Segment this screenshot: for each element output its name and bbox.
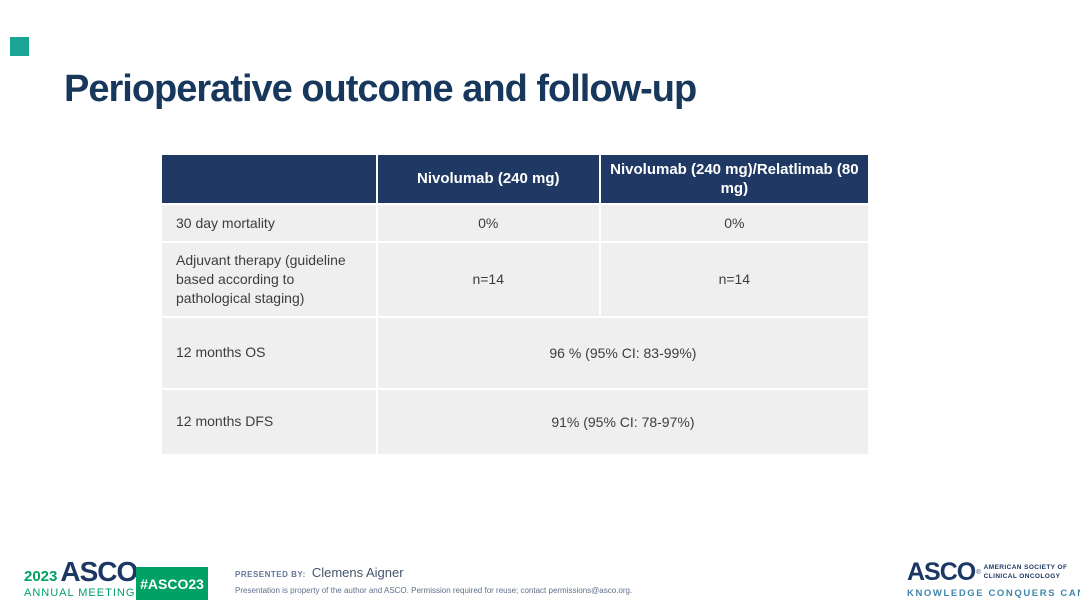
row-label: 30 day mortality [162, 205, 376, 241]
table-row-12-months-os: 12 months OS 96 % (95% CI: 83-99%) [162, 317, 868, 388]
org-full-name-line1: AMERICAN SOCIETY OF [983, 564, 1068, 572]
table-header-empty [162, 155, 376, 203]
asco-tagline: KNOWLEDGE CONQUERS CANCER [907, 588, 1080, 599]
cell-value: n=14 [600, 243, 868, 316]
disclaimer-text: Presentation is property of the author a… [235, 586, 633, 595]
table-row-mortality: 30 day mortality 0% 0% [162, 205, 868, 241]
table-row-12-months-dfs: 12 months DFS 91% (95% CI: 78-97%) [162, 389, 868, 454]
org-full-name-line2: CLINICAL ONCOLOGY [983, 572, 1061, 580]
cell-value: 0% [377, 205, 599, 241]
cell-value-merged: 96 % (95% CI: 83-99%) [377, 317, 868, 388]
cell-value-merged: 91% (95% CI: 78-97%) [377, 389, 868, 454]
asco-wordmark: ASCO [60, 556, 138, 587]
teal-square-marker [10, 37, 29, 56]
asco-society-logo: ASCO ® AMERICAN SOCIETY OF CLINICAL ONCO… [907, 558, 1080, 600]
asco-wordmark: ASCO [907, 558, 976, 586]
meeting-year: 2023 [24, 568, 58, 585]
row-label: Adjuvant therapy (guideline based accord… [162, 243, 376, 316]
meeting-name: ANNUAL MEETING [24, 587, 136, 599]
cell-value: n=14 [377, 243, 599, 316]
outcomes-table: Nivolumab (240 mg) Nivolumab (240 mg)/Re… [160, 153, 870, 456]
table-header-row: Nivolumab (240 mg) Nivolumab (240 mg)/Re… [162, 155, 868, 203]
table-row-adjuvant-therapy: Adjuvant therapy (guideline based accord… [162, 243, 868, 316]
slide-title: Perioperative outcome and follow-up [64, 68, 697, 110]
presented-by-block: PRESENTED BY: Clemens Aigner [235, 565, 404, 580]
presented-by-label: PRESENTED BY: [235, 570, 306, 579]
row-label: 12 months OS [162, 317, 376, 388]
row-label: 12 months DFS [162, 389, 376, 454]
asco-annual-meeting-logo: 2023 ASCO ® ANNUAL MEETING [24, 556, 142, 600]
registered-mark-icon: ® [976, 569, 981, 576]
cell-value: 0% [600, 205, 868, 241]
presenter-name: Clemens Aigner [311, 565, 404, 580]
hashtag-badge: #ASCO23 [136, 567, 208, 600]
table-header-nivolumab-relatlimab: Nivolumab (240 mg)/Relatlimab (80 mg) [600, 155, 868, 203]
table-header-nivolumab: Nivolumab (240 mg) [377, 155, 599, 203]
slide-footer: 2023 ASCO ® ANNUAL MEETING #ASCO23 PRESE… [0, 552, 1080, 608]
